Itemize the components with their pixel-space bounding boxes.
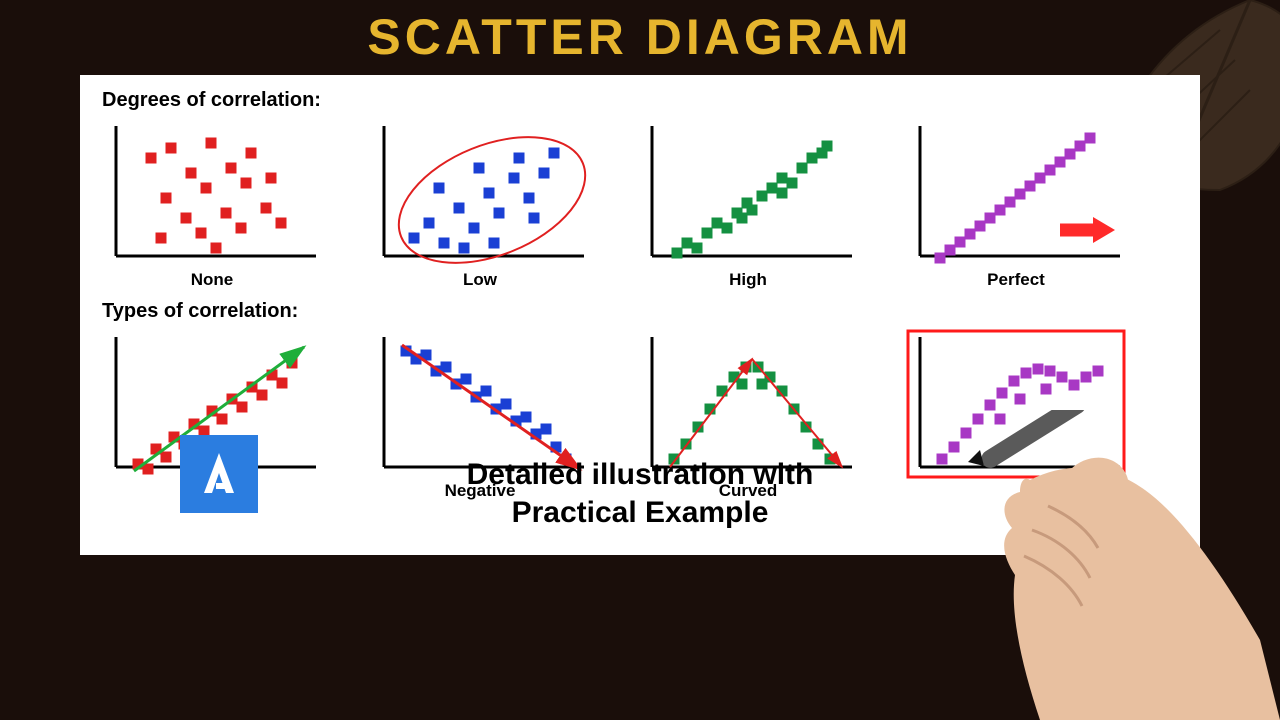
whiteboard: Degrees of correlation: None Low High Perfe… — [80, 75, 1200, 555]
degrees-plot-low — [370, 118, 590, 268]
section-degrees-label: Degrees of correlation: — [102, 89, 1178, 112]
title-text: SCATTER DIAGRAM — [367, 9, 912, 65]
brand-logo — [180, 435, 258, 513]
degrees-plot-perfect — [906, 118, 1126, 268]
degrees-cell-low: Low — [370, 118, 590, 290]
degrees-cell-none: None — [102, 118, 322, 290]
degrees-plot-none — [102, 118, 322, 268]
degrees-cell-high: High — [638, 118, 858, 290]
degrees-caption-perfect: Perfect — [987, 270, 1045, 290]
degrees-caption-none: None — [191, 270, 234, 290]
degrees-cell-perfect: Perfect — [906, 118, 1126, 290]
section-types-label: Types of correlation: — [102, 300, 1178, 323]
degrees-caption-low: Low — [463, 270, 497, 290]
degrees-plot-high — [638, 118, 858, 268]
degrees-caption-high: High — [729, 270, 767, 290]
degrees-row: None Low High Perfect — [102, 118, 1178, 290]
